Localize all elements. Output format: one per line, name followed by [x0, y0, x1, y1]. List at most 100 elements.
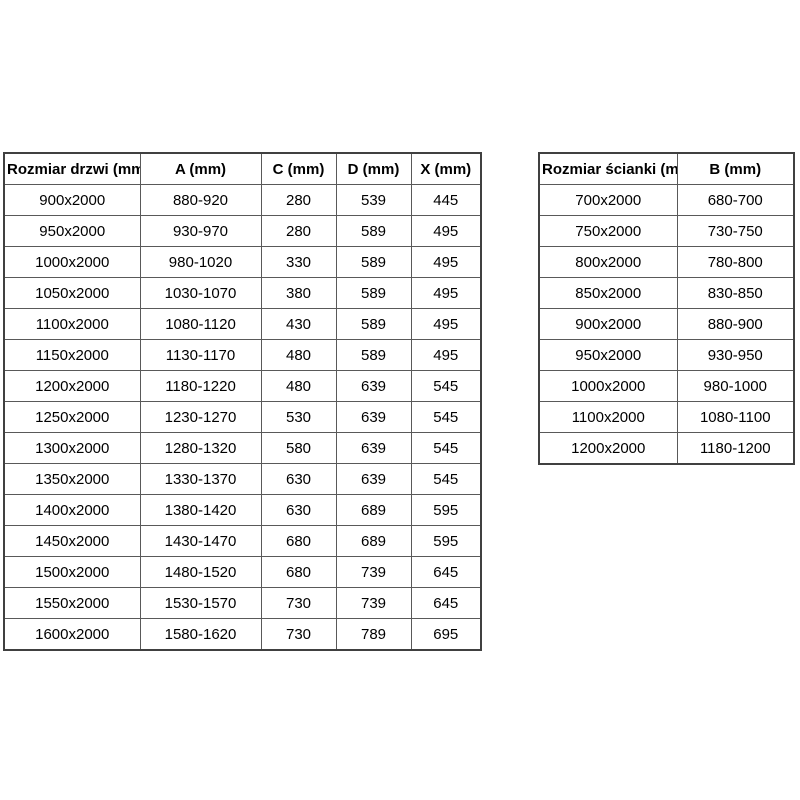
table-cell: 495 — [410, 246, 482, 278]
table-row: 1400x2000 1380-1420 630 689 595 — [3, 494, 482, 526]
table-cell: 630 — [260, 463, 337, 495]
door-table-body: 900x2000 880-920 280 539 445 950x2000 930-970 2… — [3, 184, 482, 651]
table-cell: 980-1000 — [676, 370, 795, 402]
table-cell: 1030-1070 — [139, 277, 262, 309]
table-cell: 639 — [335, 432, 412, 464]
table-row: 1450x2000 1430-1470 680 689 595 — [3, 525, 482, 557]
table-cell: 545 — [410, 370, 482, 402]
table-row: 900x2000 880-920 280 539 445 — [3, 184, 482, 216]
table-row: 1000x2000 980-1020 330 589 495 — [3, 246, 482, 278]
table-cell: 680 — [260, 556, 337, 588]
table-cell: 689 — [335, 525, 412, 557]
table-cell: 1150x2000 — [3, 339, 141, 371]
table-row: 800x2000 780-800 — [538, 246, 795, 278]
table-cell: 1180-1200 — [676, 432, 795, 465]
table-cell: 730-750 — [676, 215, 795, 247]
table-row: 1150x2000 1130-1170 480 589 495 — [3, 339, 482, 371]
table-row: 1350x2000 1330-1370 630 639 545 — [3, 463, 482, 495]
table-cell: 639 — [335, 401, 412, 433]
table-cell: 950x2000 — [3, 215, 141, 247]
table-cell: 750x2000 — [538, 215, 678, 247]
table-cell: 1600x2000 — [3, 618, 141, 651]
column-header: C (mm) — [260, 152, 337, 185]
table-cell: 645 — [410, 556, 482, 588]
wall-sizes-table: Rozmiar ścianki (mm)B (mm) 700x2000680-7… — [538, 152, 795, 465]
column-header: B (mm) — [676, 152, 795, 185]
table-cell: 1000x2000 — [3, 246, 141, 278]
table-row: 1550x2000 1530-1570 730 739 645 — [3, 587, 482, 619]
table-cell: 530 — [260, 401, 337, 433]
table-cell: 480 — [260, 370, 337, 402]
table-cell: 1300x2000 — [3, 432, 141, 464]
table-cell: 730 — [260, 587, 337, 619]
table-cell: 630 — [260, 494, 337, 526]
door-table-header-row: Rozmiar drzwi (mm) A (mm) C (mm) D (mm) X (m… — [3, 152, 482, 185]
table-row: 950x2000 930-970 280 589 495 — [3, 215, 482, 247]
table-cell: 430 — [260, 308, 337, 340]
table-cell: 545 — [410, 401, 482, 433]
table-cell: 930-950 — [676, 339, 795, 371]
table-cell: 880-920 — [139, 184, 262, 216]
table-cell: 645 — [410, 587, 482, 619]
table-cell: 280 — [260, 215, 337, 247]
table-cell: 789 — [335, 618, 412, 651]
table-cell: 680 — [260, 525, 337, 557]
column-header: A (mm) — [139, 152, 262, 185]
table-cell: 1080-1100 — [676, 401, 795, 433]
table-cell: 1530-1570 — [139, 587, 262, 619]
table-cell: 1100x2000 — [3, 308, 141, 340]
table-row: 1250x2000 1230-1270 530 639 545 — [3, 401, 482, 433]
table-cell: 639 — [335, 463, 412, 495]
column-header: Rozmiar drzwi (mm) — [3, 152, 141, 185]
table-cell: 880-900 — [676, 308, 795, 340]
table-cell: 1550x2000 — [3, 587, 141, 619]
table-cell: 1000x2000 — [538, 370, 678, 402]
table-cell: 495 — [410, 308, 482, 340]
table-cell: 589 — [335, 277, 412, 309]
table-row: 1100x2000 1080-1100 — [538, 401, 795, 433]
table-cell: 1180-1220 — [139, 370, 262, 402]
table-cell: 1280-1320 — [139, 432, 262, 464]
table-cell: 830-850 — [676, 277, 795, 309]
table-cell: 580 — [260, 432, 337, 464]
table-cell: 730 — [260, 618, 337, 651]
table-cell: 330 — [260, 246, 337, 278]
table-cell: 1200x2000 — [538, 432, 678, 465]
table-cell: 1400x2000 — [3, 494, 141, 526]
table-cell: 800x2000 — [538, 246, 678, 278]
table-cell: 589 — [335, 339, 412, 371]
table-cell: 1100x2000 — [538, 401, 678, 433]
table-cell: 595 — [410, 494, 482, 526]
table-cell: 445 — [410, 184, 482, 216]
table-cell: 589 — [335, 246, 412, 278]
table-cell: 595 — [410, 525, 482, 557]
table-cell: 1230-1270 — [139, 401, 262, 433]
table-cell: 1200x2000 — [3, 370, 141, 402]
table-row: 1300x2000 1280-1320 580 639 545 — [3, 432, 482, 464]
table-cell: 900x2000 — [538, 308, 678, 340]
table-cell: 1130-1170 — [139, 339, 262, 371]
table-cell: 1080-1120 — [139, 308, 262, 340]
table-cell: 480 — [260, 339, 337, 371]
table-cell: 539 — [335, 184, 412, 216]
table-cell: 1330-1370 — [139, 463, 262, 495]
table-cell: 1350x2000 — [3, 463, 141, 495]
table-cell: 695 — [410, 618, 482, 651]
table-cell: 780-800 — [676, 246, 795, 278]
column-header: Rozmiar ścianki (mm) — [538, 152, 678, 185]
table-cell: 1580-1620 — [139, 618, 262, 651]
table-cell: 495 — [410, 339, 482, 371]
table-cell: 1450x2000 — [3, 525, 141, 557]
door-sizes-table: Rozmiar drzwi (mm) A (mm) C (mm) D (mm) X (m… — [3, 152, 482, 651]
table-cell: 850x2000 — [538, 277, 678, 309]
table-cell: 930-970 — [139, 215, 262, 247]
column-header: D (mm) — [335, 152, 412, 185]
table-cell: 639 — [335, 370, 412, 402]
table-cell: 1480-1520 — [139, 556, 262, 588]
table-row: 1000x2000 980-1000 — [538, 370, 795, 402]
table-row: 1200x2000 1180-1200 — [538, 432, 795, 465]
table-cell: 1050x2000 — [3, 277, 141, 309]
table-cell: 700x2000 — [538, 184, 678, 216]
table-row: 1100x2000 1080-1120 430 589 495 — [3, 308, 482, 340]
